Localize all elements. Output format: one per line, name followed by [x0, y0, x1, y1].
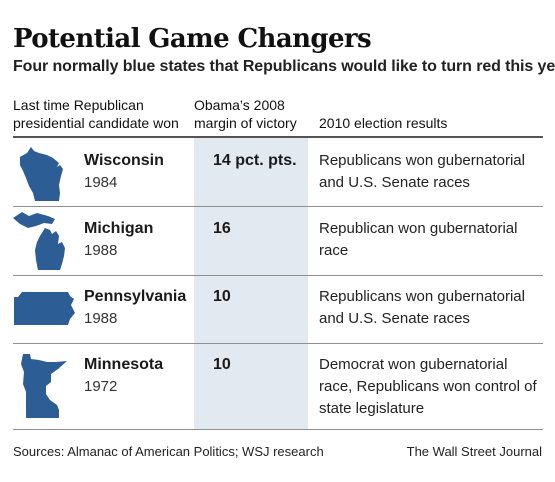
- chart-subtitle: Four normally blue states that Republica…: [13, 58, 555, 75]
- election-result: Republicans won gubernatorial and U.S. S…: [319, 152, 525, 191]
- margin-column-highlight: [194, 137, 308, 429]
- michigan-map-icon: [12, 210, 72, 272]
- last-win-year: 1984: [84, 174, 118, 191]
- row-divider: [13, 343, 543, 344]
- row-divider: [13, 206, 543, 207]
- header-2010-results: 2010 election results: [319, 115, 448, 131]
- wisconsin-map-icon: [17, 145, 67, 203]
- obama-margin: 10: [213, 356, 231, 373]
- last-win-year: 1988: [84, 310, 118, 327]
- obama-margin: 10: [213, 288, 231, 305]
- election-result: Republican won gubernatorial race: [319, 220, 518, 259]
- last-win-year: 1972: [84, 378, 118, 395]
- state-name: Pennsylvania: [84, 288, 187, 305]
- obama-margin: 16: [213, 220, 231, 237]
- header-rule: [13, 136, 543, 138]
- minnesota-map-icon: [17, 352, 69, 420]
- state-name: Michigan: [84, 220, 154, 237]
- state-name: Wisconsin: [84, 152, 164, 169]
- last-win-year: 1988: [84, 242, 118, 259]
- header-obama-margin: Obama’s 2008 margin of victory: [194, 97, 297, 131]
- header-last-republican-win: Last time Republican presidential candid…: [13, 97, 179, 131]
- obama-margin: 14 pct. pts.: [213, 152, 297, 169]
- row-divider: [13, 429, 543, 430]
- row-divider: [13, 275, 543, 276]
- election-result: Democrat won gubernatorial race, Republi…: [319, 356, 537, 417]
- sources-note: Sources: Almanac of American Politics; W…: [13, 444, 324, 459]
- publisher-credit: The Wall Street Journal: [406, 444, 542, 459]
- chart-title: Potential Game Changers: [13, 24, 372, 54]
- state-name: Minnesota: [84, 356, 164, 373]
- election-result: Republicans won gubernatorial and U.S. S…: [319, 288, 525, 327]
- pennsylvania-map-icon: [12, 291, 76, 327]
